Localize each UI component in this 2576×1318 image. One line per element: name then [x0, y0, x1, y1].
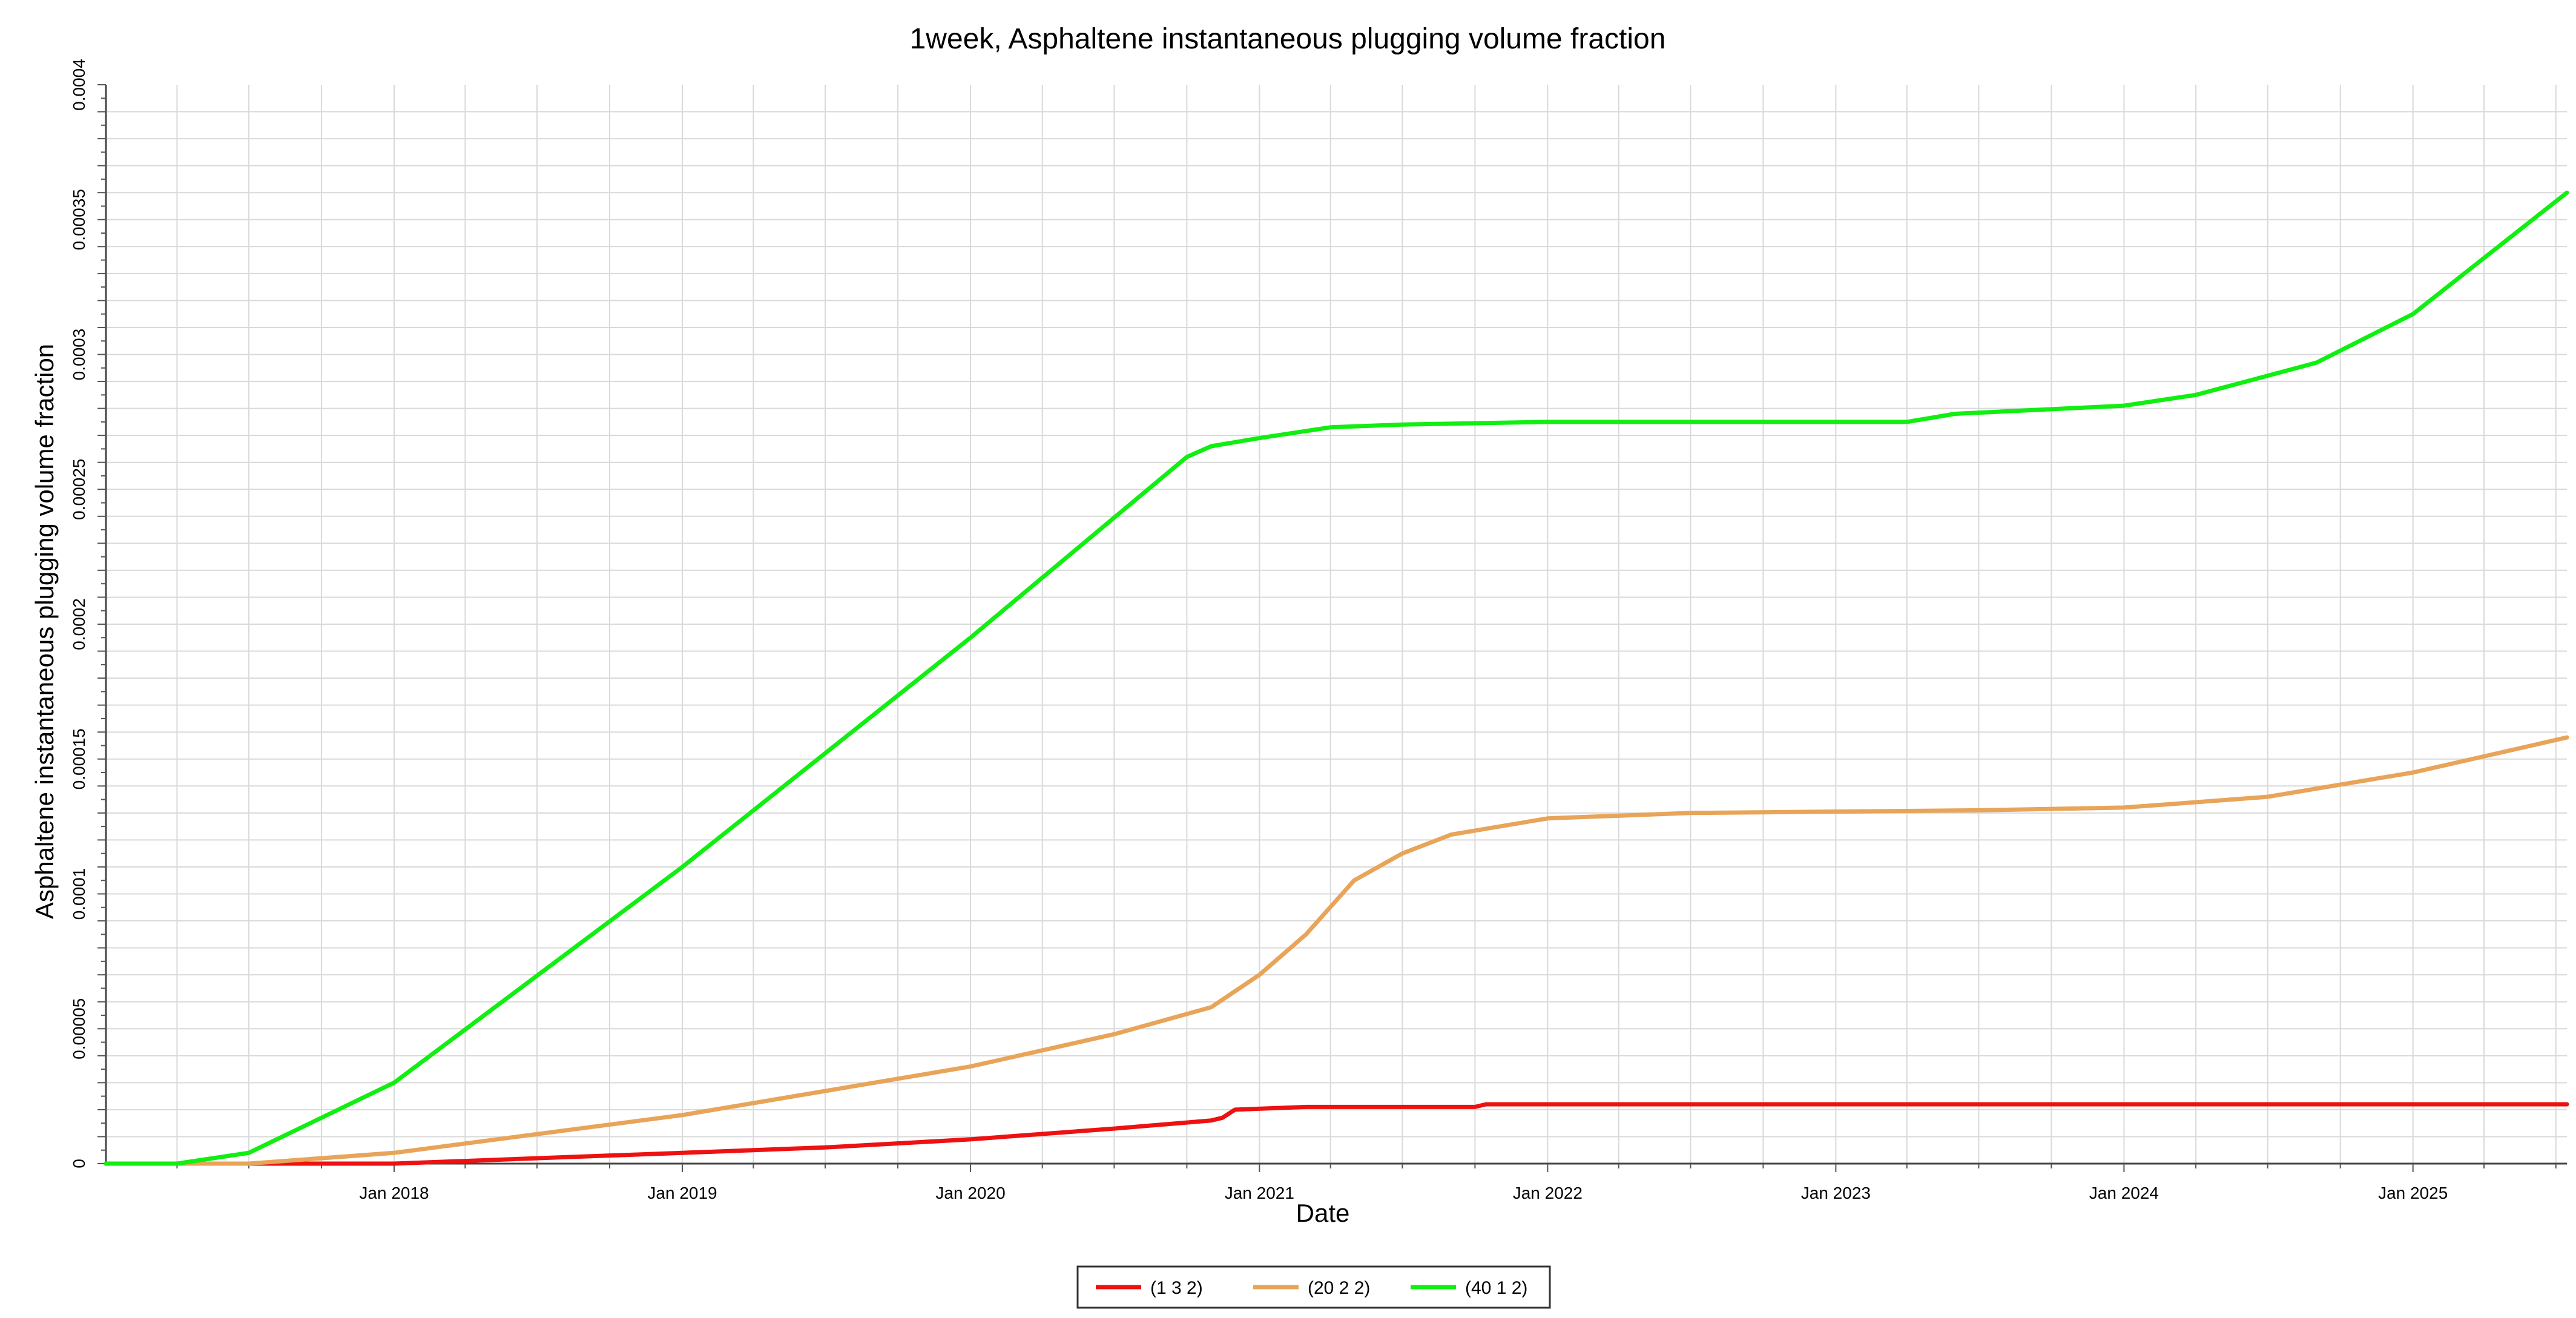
x-axis-label: Date [1296, 1199, 1350, 1227]
y-tick-label: 0 [70, 1159, 88, 1168]
y-tick-label: 0.00035 [70, 189, 88, 250]
x-tick-label: Jan 2023 [1801, 1184, 1871, 1202]
y-tick-label: 0.00025 [70, 459, 88, 520]
x-tick-label: Jan 2018 [359, 1184, 429, 1202]
x-axis-ticks: Jan 2018 Jan 2019 Jan 2020 Jan 2021 Jan 2022… [176, 1164, 2557, 1202]
y-tick-label: 0.0001 [70, 868, 88, 920]
series-line-1 [104, 1102, 2569, 1166]
x-tick-label: Jan 2024 [2089, 1184, 2159, 1202]
series-lines [104, 190, 2569, 1166]
legend-entry-label: (20 2 2) [1308, 1278, 1370, 1298]
y-tick-label: 0.0003 [70, 329, 88, 381]
legend: (1 3 2) (20 2 2) (40 1 2) [1076, 1265, 1551, 1309]
legend-box [1076, 1265, 1551, 1309]
series-line-3 [104, 190, 2569, 1166]
y-tick-label: 0.0004 [70, 59, 88, 111]
legend-entry-label: (40 1 2) [1465, 1278, 1527, 1298]
legend-entry-label: (1 3 2) [1150, 1278, 1203, 1298]
series-line-2 [104, 735, 2569, 1166]
grid-lines [106, 85, 2567, 1164]
x-tick-label: Jan 2019 [647, 1184, 717, 1202]
x-tick-label: Jan 2022 [1513, 1184, 1583, 1202]
y-tick-label: 0.00005 [70, 998, 88, 1059]
chart-title: 1week, Asphaltene instantaneous plugging… [910, 23, 1666, 55]
y-axis-label: Asphaltene instantaneous plugging volume… [30, 344, 59, 919]
x-tick-label: Jan 2021 [1225, 1184, 1294, 1202]
y-tick-label: 0.00015 [70, 728, 88, 789]
x-tick-label: Jan 2025 [2378, 1184, 2448, 1202]
x-tick-label: Jan 2020 [935, 1184, 1005, 1202]
y-tick-label: 0.0002 [70, 598, 88, 650]
y-axis-ticks: 0 0.00005 0.0001 0.00015 0.0002 0.00025 0.0003… [70, 59, 106, 1168]
